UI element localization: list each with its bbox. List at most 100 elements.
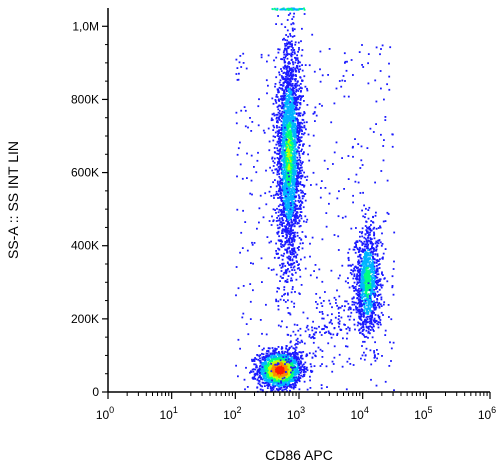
data-point bbox=[279, 388, 282, 390]
data-point bbox=[295, 104, 298, 107]
data-point bbox=[377, 242, 380, 245]
data-point bbox=[300, 129, 303, 131]
data-point bbox=[281, 384, 284, 387]
data-point bbox=[287, 115, 290, 118]
data-point bbox=[287, 141, 290, 144]
data-point bbox=[278, 359, 281, 362]
data-point bbox=[282, 182, 285, 185]
data-point bbox=[287, 217, 289, 219]
data-point bbox=[284, 43, 286, 45]
data-point bbox=[290, 55, 293, 58]
data-point bbox=[277, 105, 280, 108]
data-point bbox=[290, 291, 293, 294]
data-point bbox=[291, 196, 294, 199]
data-point bbox=[292, 386, 295, 389]
data-point bbox=[365, 308, 368, 311]
data-point bbox=[298, 167, 301, 170]
data-point bbox=[251, 360, 254, 362]
data-point bbox=[291, 169, 294, 172]
data-point bbox=[284, 177, 286, 180]
data-point bbox=[284, 182, 287, 184]
data-point bbox=[264, 374, 267, 376]
data-point bbox=[266, 357, 269, 359]
data-point bbox=[294, 84, 296, 87]
data-point bbox=[296, 134, 299, 137]
data-point bbox=[294, 354, 297, 357]
data-point bbox=[288, 189, 290, 192]
data-point bbox=[368, 233, 370, 236]
data-point bbox=[291, 286, 294, 288]
data-point bbox=[369, 304, 372, 307]
data-point bbox=[286, 97, 288, 100]
data-point bbox=[279, 147, 282, 150]
data-point bbox=[276, 231, 279, 234]
data-point bbox=[291, 173, 294, 176]
data-point bbox=[293, 87, 296, 90]
data-point bbox=[369, 349, 372, 352]
data-point bbox=[284, 94, 286, 97]
data-point bbox=[273, 59, 275, 62]
data-point bbox=[357, 261, 360, 263]
data-point bbox=[360, 315, 363, 317]
data-point bbox=[279, 213, 282, 216]
data-point bbox=[292, 156, 295, 158]
data-point bbox=[265, 361, 267, 363]
data-point bbox=[301, 126, 304, 129]
data-point bbox=[287, 268, 289, 270]
data-point bbox=[284, 45, 287, 47]
data-point bbox=[353, 290, 356, 292]
data-point bbox=[276, 157, 279, 159]
data-point bbox=[278, 86, 281, 89]
data-point bbox=[258, 355, 261, 358]
data-point bbox=[275, 94, 278, 96]
data-point bbox=[376, 253, 379, 256]
data-point bbox=[370, 312, 373, 314]
data-point bbox=[292, 161, 295, 164]
data-point bbox=[293, 155, 296, 158]
data-point bbox=[289, 379, 292, 381]
data-point bbox=[264, 367, 266, 370]
data-point bbox=[291, 98, 294, 101]
data-point bbox=[289, 172, 292, 174]
data-point bbox=[295, 96, 298, 99]
data-point bbox=[294, 124, 297, 126]
data-point bbox=[259, 361, 262, 364]
data-point bbox=[295, 255, 297, 258]
data-point bbox=[281, 258, 284, 261]
data-point bbox=[305, 368, 308, 371]
data-point bbox=[295, 117, 298, 120]
data-point bbox=[280, 165, 283, 168]
data-point bbox=[292, 139, 295, 142]
data-point bbox=[283, 384, 285, 387]
data-point bbox=[291, 147, 294, 150]
data-point bbox=[291, 116, 294, 119]
data-point bbox=[294, 130, 297, 133]
data-point bbox=[287, 126, 290, 129]
data-point bbox=[283, 157, 286, 160]
data-point bbox=[292, 383, 295, 386]
data-point bbox=[246, 386, 249, 388]
data-point bbox=[296, 381, 298, 384]
data-point bbox=[285, 135, 288, 137]
data-point bbox=[281, 155, 284, 158]
data-point bbox=[355, 243, 357, 246]
data-point bbox=[284, 164, 286, 167]
data-point bbox=[368, 261, 370, 264]
data-point bbox=[262, 353, 265, 356]
data-point bbox=[274, 365, 277, 368]
data-point bbox=[297, 174, 300, 176]
data-point bbox=[278, 152, 281, 154]
data-point bbox=[297, 366, 300, 368]
data-point bbox=[283, 230, 285, 232]
data-point bbox=[291, 269, 293, 271]
data-point bbox=[376, 322, 379, 325]
data-point bbox=[298, 84, 300, 87]
data-point bbox=[278, 387, 281, 390]
data-point bbox=[298, 168, 301, 171]
data-point bbox=[284, 292, 286, 295]
data-point bbox=[291, 45, 293, 48]
data-point bbox=[301, 201, 304, 204]
data-point bbox=[280, 243, 282, 245]
data-point bbox=[271, 377, 274, 380]
data-point bbox=[366, 270, 369, 272]
